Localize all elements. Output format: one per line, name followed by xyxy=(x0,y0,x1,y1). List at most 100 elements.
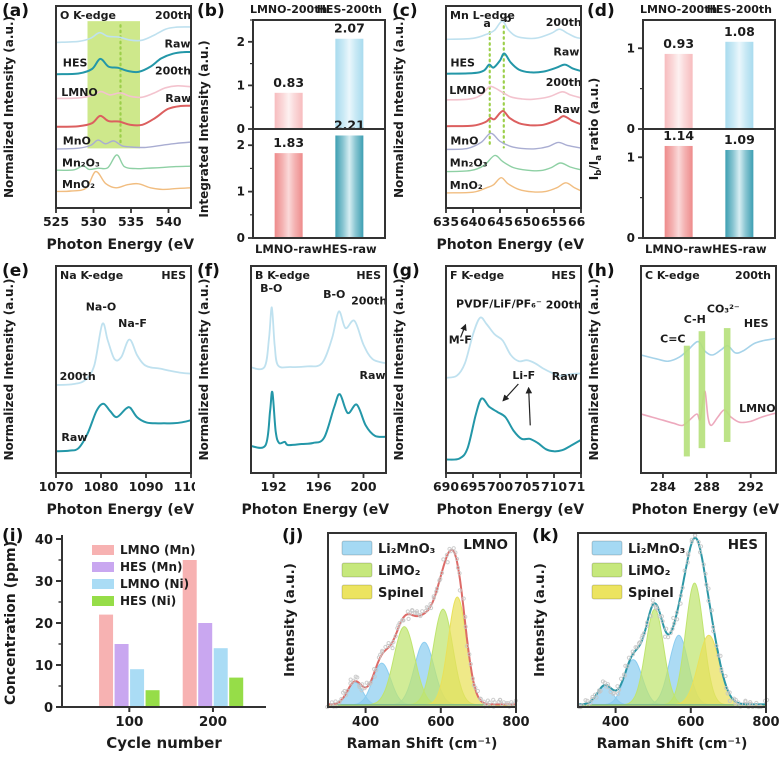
data-point xyxy=(463,624,468,629)
curve-label: 200th xyxy=(546,16,582,29)
data-point xyxy=(693,533,698,538)
data-point xyxy=(678,593,683,598)
curve-HES-raw xyxy=(445,52,582,75)
highlight-band xyxy=(723,328,731,442)
x-tick-label: 600 xyxy=(427,715,454,730)
bar-value: 0.83 xyxy=(273,75,304,90)
data-point xyxy=(504,701,509,706)
panel-d-tag: (d) xyxy=(587,1,615,21)
curve-label: LMNO xyxy=(61,86,98,99)
y-tick-label: 10 xyxy=(35,659,53,674)
y-tick-label: 1 xyxy=(237,185,245,199)
legend-swatch xyxy=(591,584,623,600)
y-axis-title: Intensity (a.u.) xyxy=(282,563,298,677)
y-tick-label: 0 xyxy=(627,231,635,245)
data-point xyxy=(487,700,492,705)
y-tick-label: 2 xyxy=(237,35,245,49)
data-point xyxy=(716,653,721,658)
curve-Mn2O3 xyxy=(445,154,582,173)
data-point xyxy=(648,614,653,619)
data-point xyxy=(674,617,680,622)
data-point xyxy=(616,687,622,692)
y-tick-label: 30 xyxy=(35,575,53,590)
x-tick-label: 655 xyxy=(541,214,567,229)
curve-label: 200th xyxy=(546,298,582,311)
curve-Raw xyxy=(250,390,387,449)
data-point xyxy=(719,666,724,672)
curve-label: B-O xyxy=(323,288,345,301)
curves xyxy=(55,26,192,193)
curves xyxy=(445,316,582,461)
x-tick-label: 695 xyxy=(460,479,486,494)
data-point xyxy=(743,698,748,703)
data-point xyxy=(414,609,420,614)
data-point xyxy=(685,560,690,565)
data-point xyxy=(492,700,497,705)
data-point xyxy=(345,688,350,693)
curve-Raw xyxy=(445,397,582,461)
data-point xyxy=(680,585,685,590)
panel-f-plot: B-O B-O 200th Raw B K-edge HES 192 196 200 Photon… xyxy=(197,265,390,518)
y-axis-title: Intensity (a.u.) xyxy=(532,563,548,677)
y-tick-label: 20 xyxy=(35,617,53,632)
x-tick-label: 800 xyxy=(502,715,529,730)
y-axis-title: Normalized Intensity (a.u.) xyxy=(392,278,406,460)
data-point xyxy=(590,696,595,702)
x-tick-label: 640 xyxy=(460,214,486,229)
plot-border xyxy=(55,5,192,209)
panel-title: Na K-edge xyxy=(60,269,123,282)
data-point xyxy=(343,693,349,698)
legend-label: Li₂MnO₃ xyxy=(378,542,435,557)
y-tick-label: 40 xyxy=(35,533,53,548)
data-point xyxy=(719,669,724,674)
x-tick-label: 1080 xyxy=(84,479,119,494)
bar xyxy=(274,92,303,129)
data-point xyxy=(618,676,624,681)
curve-MnO xyxy=(55,139,192,150)
bar-HES (Mn) xyxy=(114,644,129,707)
curve-label: CO₃²⁻ xyxy=(707,303,740,316)
curve-200th xyxy=(445,316,582,379)
data-point xyxy=(426,605,431,610)
data-point xyxy=(612,690,617,695)
panel-g: (g) M-F PVDF/LiF/PF₆⁻ 200th Li-F Raw F K-edge… xyxy=(390,260,585,525)
x-axis-title: Photon Energy (eV) xyxy=(46,502,195,518)
data-point xyxy=(414,610,419,616)
curve-label: Raw xyxy=(553,45,579,58)
curve-label: Raw xyxy=(165,92,191,105)
data-point xyxy=(497,697,503,702)
curve-LMNO-raw xyxy=(445,110,582,128)
data-point xyxy=(637,640,643,645)
legend-swatch xyxy=(591,562,623,578)
data-point xyxy=(718,653,723,658)
data-point xyxy=(445,560,450,565)
y-tick-label: 0 xyxy=(237,122,245,136)
bar xyxy=(725,149,754,238)
data-point xyxy=(641,631,647,636)
data-point xyxy=(355,675,360,680)
data-point xyxy=(701,562,706,567)
plot-border xyxy=(445,5,582,209)
x-tick-label: 1100 xyxy=(174,479,195,494)
bar-HES (Mn) xyxy=(198,623,213,707)
curve-label: 200th xyxy=(60,370,96,383)
x-tick-label: 192 xyxy=(260,479,286,494)
data-point xyxy=(697,550,703,555)
x-axis-title: Photon Energy (eV) xyxy=(436,502,585,518)
y-tick-label: 1 xyxy=(627,41,635,55)
y-axis-title: Normalized Intensity (a.u.) xyxy=(2,278,16,460)
data-point xyxy=(659,614,664,619)
panel-title: HES xyxy=(728,537,758,553)
curve-label: C=C xyxy=(660,333,685,346)
curve-label: HES xyxy=(63,57,88,70)
x-axis-title: Cycle number xyxy=(106,734,222,752)
data-point xyxy=(653,604,659,609)
bar-value: 1.08 xyxy=(724,24,755,39)
data-point xyxy=(372,674,377,679)
legend-label: LiMO₂ xyxy=(628,564,670,579)
curve-200th xyxy=(250,306,387,371)
data-point xyxy=(588,700,593,705)
curve-MnO2 xyxy=(445,177,582,194)
